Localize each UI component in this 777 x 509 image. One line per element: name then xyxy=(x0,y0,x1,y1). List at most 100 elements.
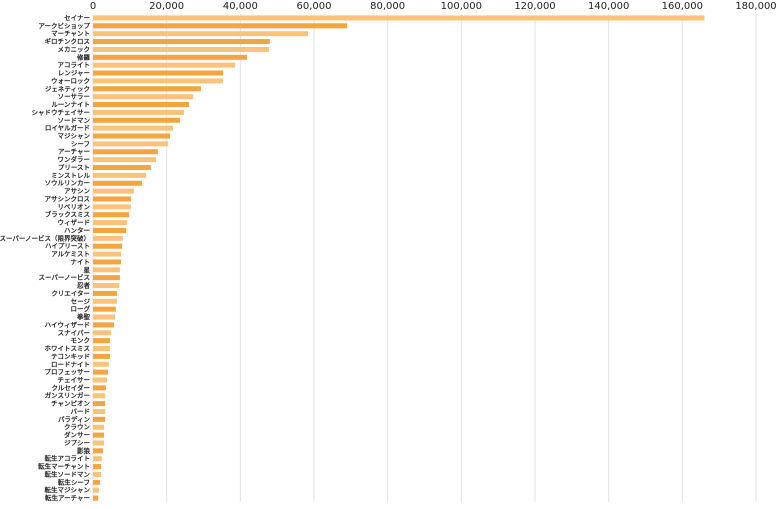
y-tick-label: セイナー xyxy=(64,14,90,22)
y-tick-label: ブラックスミス xyxy=(45,210,90,219)
bar xyxy=(93,401,106,407)
bar xyxy=(93,157,156,163)
y-tick-label: 影狼 xyxy=(77,446,91,455)
y-tick-label: セージ xyxy=(71,297,91,305)
bar xyxy=(93,471,102,477)
y-tick-label: ルーンナイト xyxy=(51,101,90,109)
y-tick-label: 転生アーチャー xyxy=(45,493,90,502)
y-tick-label: 転生ソードマン xyxy=(45,469,91,478)
bar xyxy=(93,259,121,265)
bar xyxy=(93,227,127,233)
y-tick-label: プロフェッサー xyxy=(45,367,91,376)
y-tick-label: アーチャー xyxy=(58,148,90,156)
bar xyxy=(93,243,123,249)
bar xyxy=(93,188,134,194)
bar xyxy=(93,424,105,430)
bar xyxy=(93,330,112,336)
y-tick-label: プリースト xyxy=(58,162,90,171)
bar xyxy=(93,479,100,485)
bar xyxy=(93,78,224,84)
y-tick-label: アサシンクロス xyxy=(45,194,91,203)
y-tick-label: ソーサラー xyxy=(58,93,90,101)
bar xyxy=(93,456,102,462)
y-tick-label: パラディン xyxy=(58,414,91,423)
y-tick-label: シャドウチェイサー xyxy=(32,108,91,116)
bar xyxy=(93,385,106,391)
y-tick-label: チャンピオン xyxy=(51,399,90,408)
bar xyxy=(93,117,180,123)
bar xyxy=(93,180,142,186)
y-tick-label: ワンダラー xyxy=(58,155,91,164)
y-tick-label: ナイト xyxy=(71,258,91,266)
bar xyxy=(93,164,151,171)
y-tick-label: クルセイダー xyxy=(51,383,90,392)
y-tick-label: モンク xyxy=(71,336,91,345)
bar xyxy=(93,267,120,273)
bar xyxy=(93,39,270,45)
bar xyxy=(93,86,201,92)
bar xyxy=(93,62,236,68)
y-tick-label: ジェネティック xyxy=(45,84,90,93)
bar xyxy=(93,408,106,415)
y-tick-label: 拳聖 xyxy=(76,312,91,321)
y-tick-label: テコンキッド xyxy=(51,352,90,360)
x-tick-label: 160,000 xyxy=(662,1,703,12)
y-tick-label: メカニック xyxy=(58,44,91,53)
bar xyxy=(93,283,120,289)
bar xyxy=(93,448,103,454)
y-tick-label: スナイパー xyxy=(58,328,90,337)
x-tick-label: 80,000 xyxy=(370,1,405,12)
y-tick-label: 星 xyxy=(84,265,91,274)
bar xyxy=(93,172,147,178)
x-tick-label: 0 xyxy=(90,1,96,12)
y-tick-label: バード xyxy=(71,407,91,415)
bar xyxy=(93,101,190,108)
bar xyxy=(93,235,123,241)
y-tick-label: ウィザード xyxy=(58,219,91,227)
y-tick-label: ガンスリンガー xyxy=(45,391,90,400)
bar xyxy=(93,290,117,296)
x-tick-label: 180,000 xyxy=(735,1,776,12)
bar xyxy=(93,369,109,375)
x-tick-label: 140,000 xyxy=(588,1,629,12)
bar xyxy=(93,196,131,202)
bar xyxy=(93,275,120,281)
y-tick-label: ウォーロック xyxy=(51,76,90,85)
bar xyxy=(93,23,348,29)
y-tick-label: アルケミスト xyxy=(51,250,90,258)
y-tick-label: ギロチンクロス xyxy=(45,37,91,46)
y-tick-label: クリエイター xyxy=(51,288,90,297)
y-tick-label: アコライト xyxy=(58,61,91,69)
y-tick-label: ミンストレル xyxy=(51,171,90,179)
bar xyxy=(93,133,170,139)
bar xyxy=(93,416,106,422)
bar xyxy=(93,15,705,21)
y-tick-label: アサシン xyxy=(64,187,91,195)
bar xyxy=(93,220,127,226)
y-tick-label: 転生シーフ xyxy=(58,477,90,486)
bar xyxy=(93,338,110,344)
y-tick-label: ジプシー xyxy=(64,438,90,447)
y-tick-label: リベリオン xyxy=(58,203,91,211)
y-tick-label: 転生アコライト xyxy=(45,454,91,463)
bar xyxy=(93,322,114,328)
bar xyxy=(93,487,99,493)
bar xyxy=(93,54,247,60)
y-tick-label: ハイプリースト xyxy=(45,241,90,250)
bar xyxy=(93,149,158,155)
y-tick-label: シーフ xyxy=(71,140,90,148)
y-tick-label: 修羅 xyxy=(76,52,91,61)
y-tick-label: 忍者 xyxy=(77,281,91,290)
bar xyxy=(93,141,169,147)
y-tick-label: ソードマン xyxy=(58,116,91,124)
y-tick-label: ソウルリンカー xyxy=(45,179,91,187)
x-tick-label: 40,000 xyxy=(223,1,258,12)
bar xyxy=(93,432,105,438)
y-tick-label: ロードナイト xyxy=(51,360,90,368)
y-tick-label: マーチャント xyxy=(51,30,90,38)
y-tick-label: 転生マーチャント xyxy=(38,462,90,471)
bar xyxy=(93,70,224,76)
y-tick-label: アークビショップ xyxy=(38,21,90,30)
y-tick-label: クラウン xyxy=(64,422,91,431)
y-tick-label: ダンサー xyxy=(64,430,90,439)
